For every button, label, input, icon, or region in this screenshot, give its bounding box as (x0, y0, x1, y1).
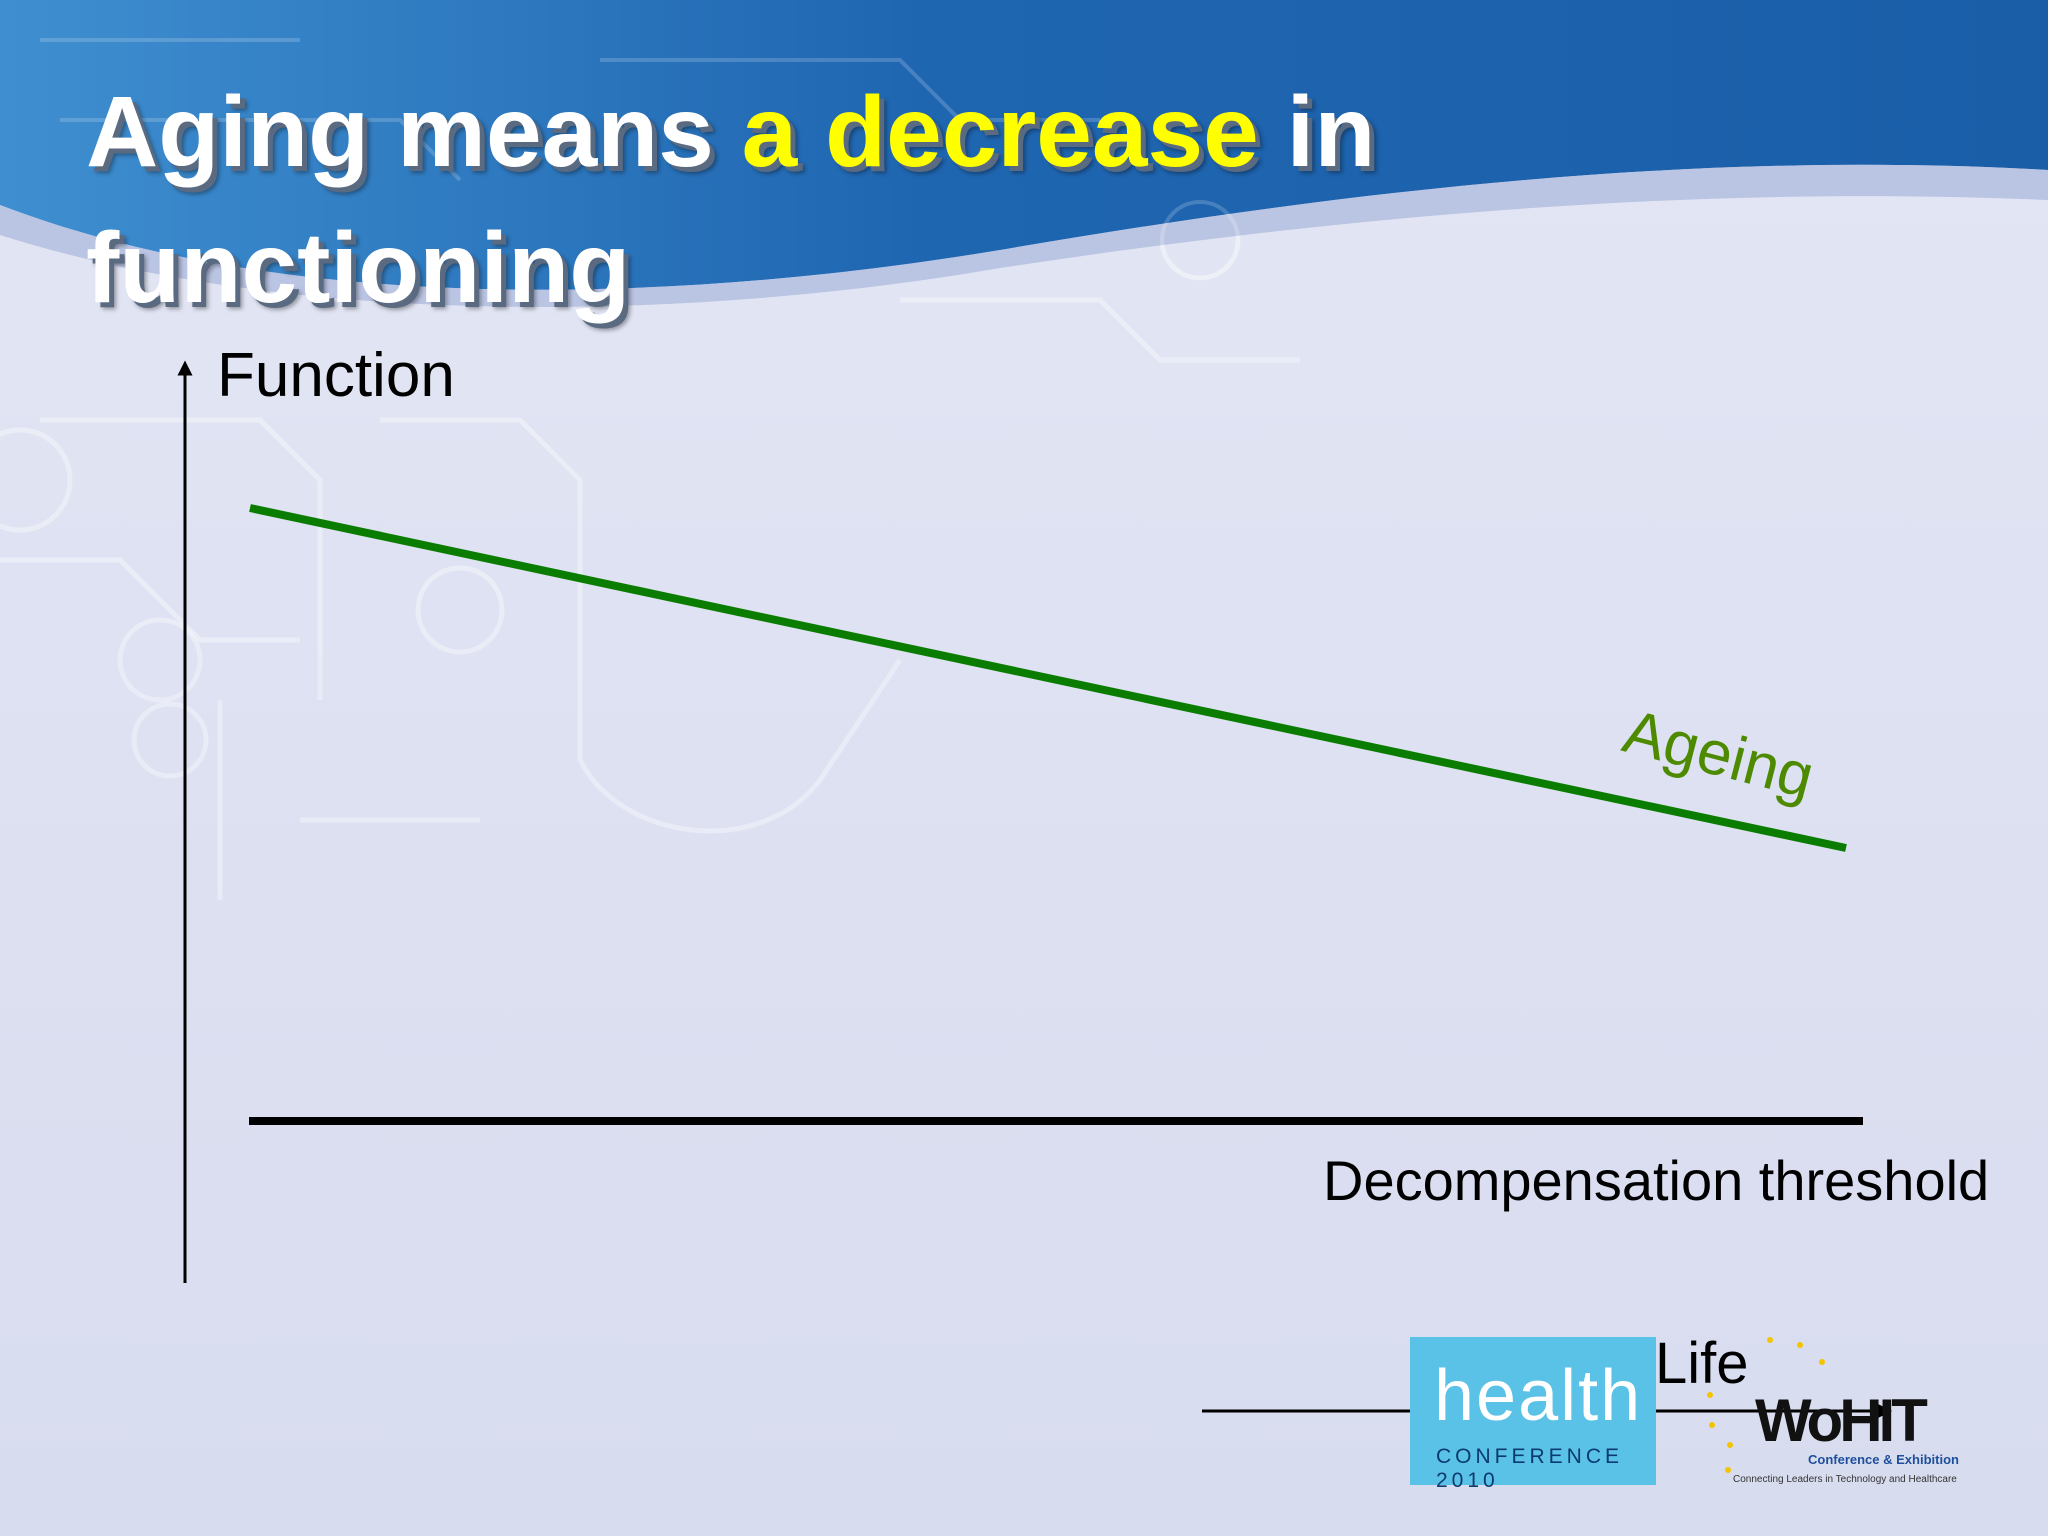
title-text-start: Aging means (86, 76, 742, 188)
header-band (0, 0, 2048, 290)
health-logo-subtitle: CONFERENCE 2010 (1436, 1445, 1624, 1492)
slide-title-line-2: functioning (86, 212, 631, 324)
eu-stars-icon (1707, 1337, 1825, 1473)
circuit-decoration (0, 199, 1300, 900)
title-highlight: a decrease (741, 76, 1259, 188)
y-axis-label: Function (217, 341, 455, 410)
slide-title-line-1: Aging means a decrease in (86, 82, 1375, 182)
wohit-logo-subtitle: Conference & Exhibition (1808, 1452, 1959, 1467)
wohit-logo: WoHIT (1755, 1387, 1928, 1454)
ageing-line (249, 504, 1847, 852)
health-conference-logo: health CONFERENCE 2010 (1410, 1337, 1656, 1492)
health-logo-word: health (1434, 1356, 1643, 1436)
wohit-logo-tagline: Connecting Leaders in Technology and Hea… (1733, 1474, 1957, 1485)
title-text-end: in (1258, 76, 1376, 188)
threshold-label: Decompensation threshold (1323, 1149, 1990, 1212)
life-logo-text: Life (1655, 1331, 1749, 1396)
